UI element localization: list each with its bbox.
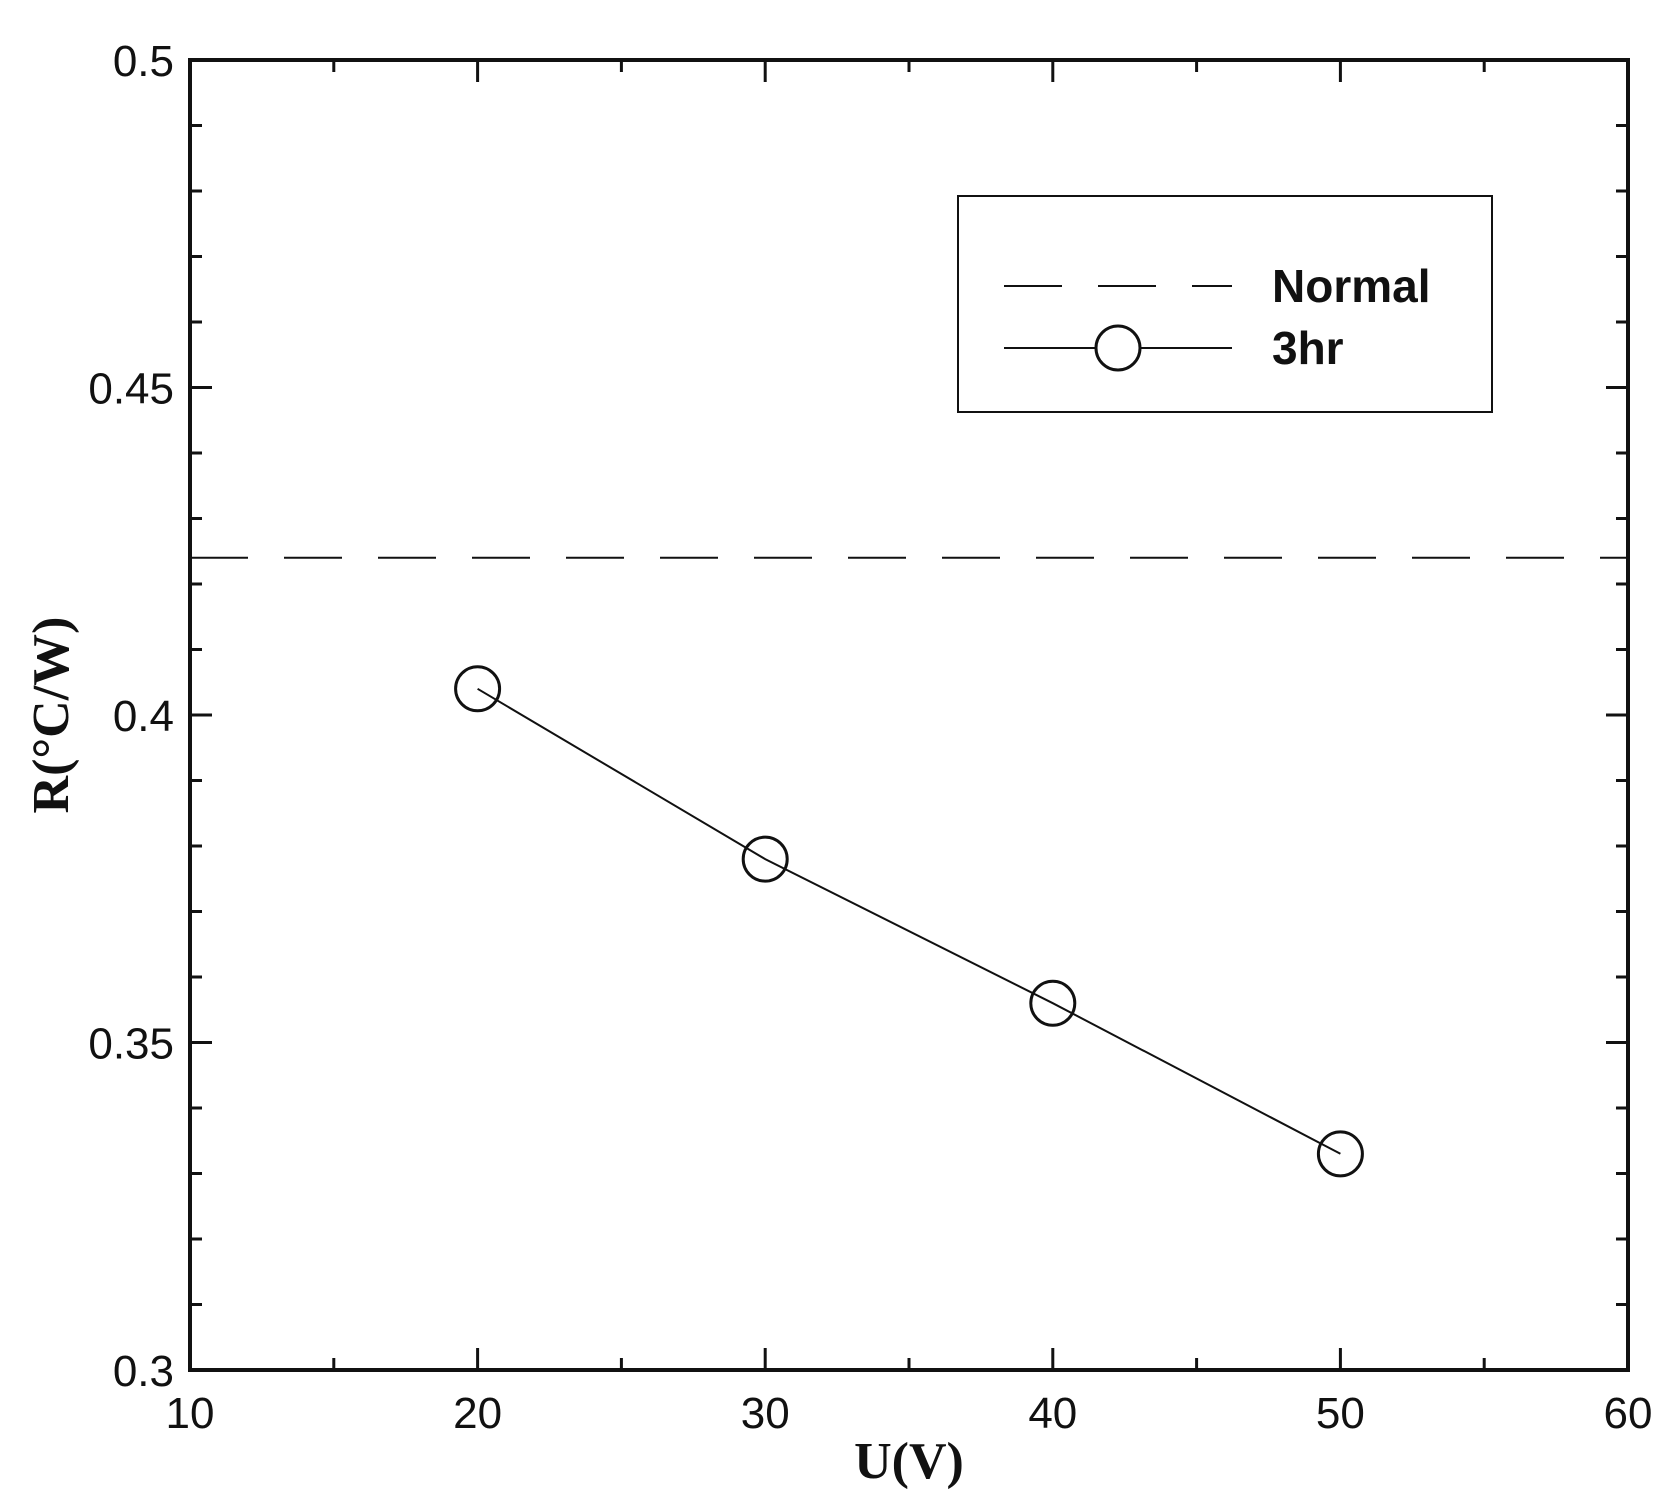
x-tick-label: 60 xyxy=(1604,1389,1653,1438)
data-point xyxy=(1316,1130,1364,1178)
series-layer xyxy=(190,556,1628,1178)
y-tick-label: 0.35 xyxy=(88,1020,174,1069)
x-tick-label: 10 xyxy=(166,1389,215,1438)
x-tick-label: 30 xyxy=(741,1389,790,1438)
x-tick-label: 50 xyxy=(1316,1389,1365,1438)
legend-box xyxy=(957,195,1493,413)
data-point xyxy=(741,835,789,883)
x-tick-label: 40 xyxy=(1028,1389,1077,1438)
legend-marker-3hr xyxy=(1094,324,1142,372)
series-line-3hr xyxy=(477,687,1341,1155)
tick-labels-layer: 10 20 30 40 50 60 0.3 0.35 0.4 0.45 0.5 xyxy=(88,37,1652,1438)
y-axis-title: R(°C/W) xyxy=(23,617,80,814)
plot-frame xyxy=(188,58,1630,1372)
y-tick-label: 0.4 xyxy=(113,692,174,741)
legend: Normal 3hr xyxy=(957,195,1493,413)
data-point xyxy=(1029,979,1077,1027)
y-tick-label: 0.3 xyxy=(113,1347,174,1396)
y-tick-label: 0.5 xyxy=(113,37,174,86)
x-axis-title: U(V) xyxy=(854,1433,964,1490)
data-point xyxy=(454,665,502,713)
legend-label-3hr: 3hr xyxy=(1272,322,1344,374)
x-tick-label: 20 xyxy=(453,1389,502,1438)
y-tick-label: 0.45 xyxy=(88,365,174,414)
legend-label-normal: Normal xyxy=(1272,260,1430,312)
